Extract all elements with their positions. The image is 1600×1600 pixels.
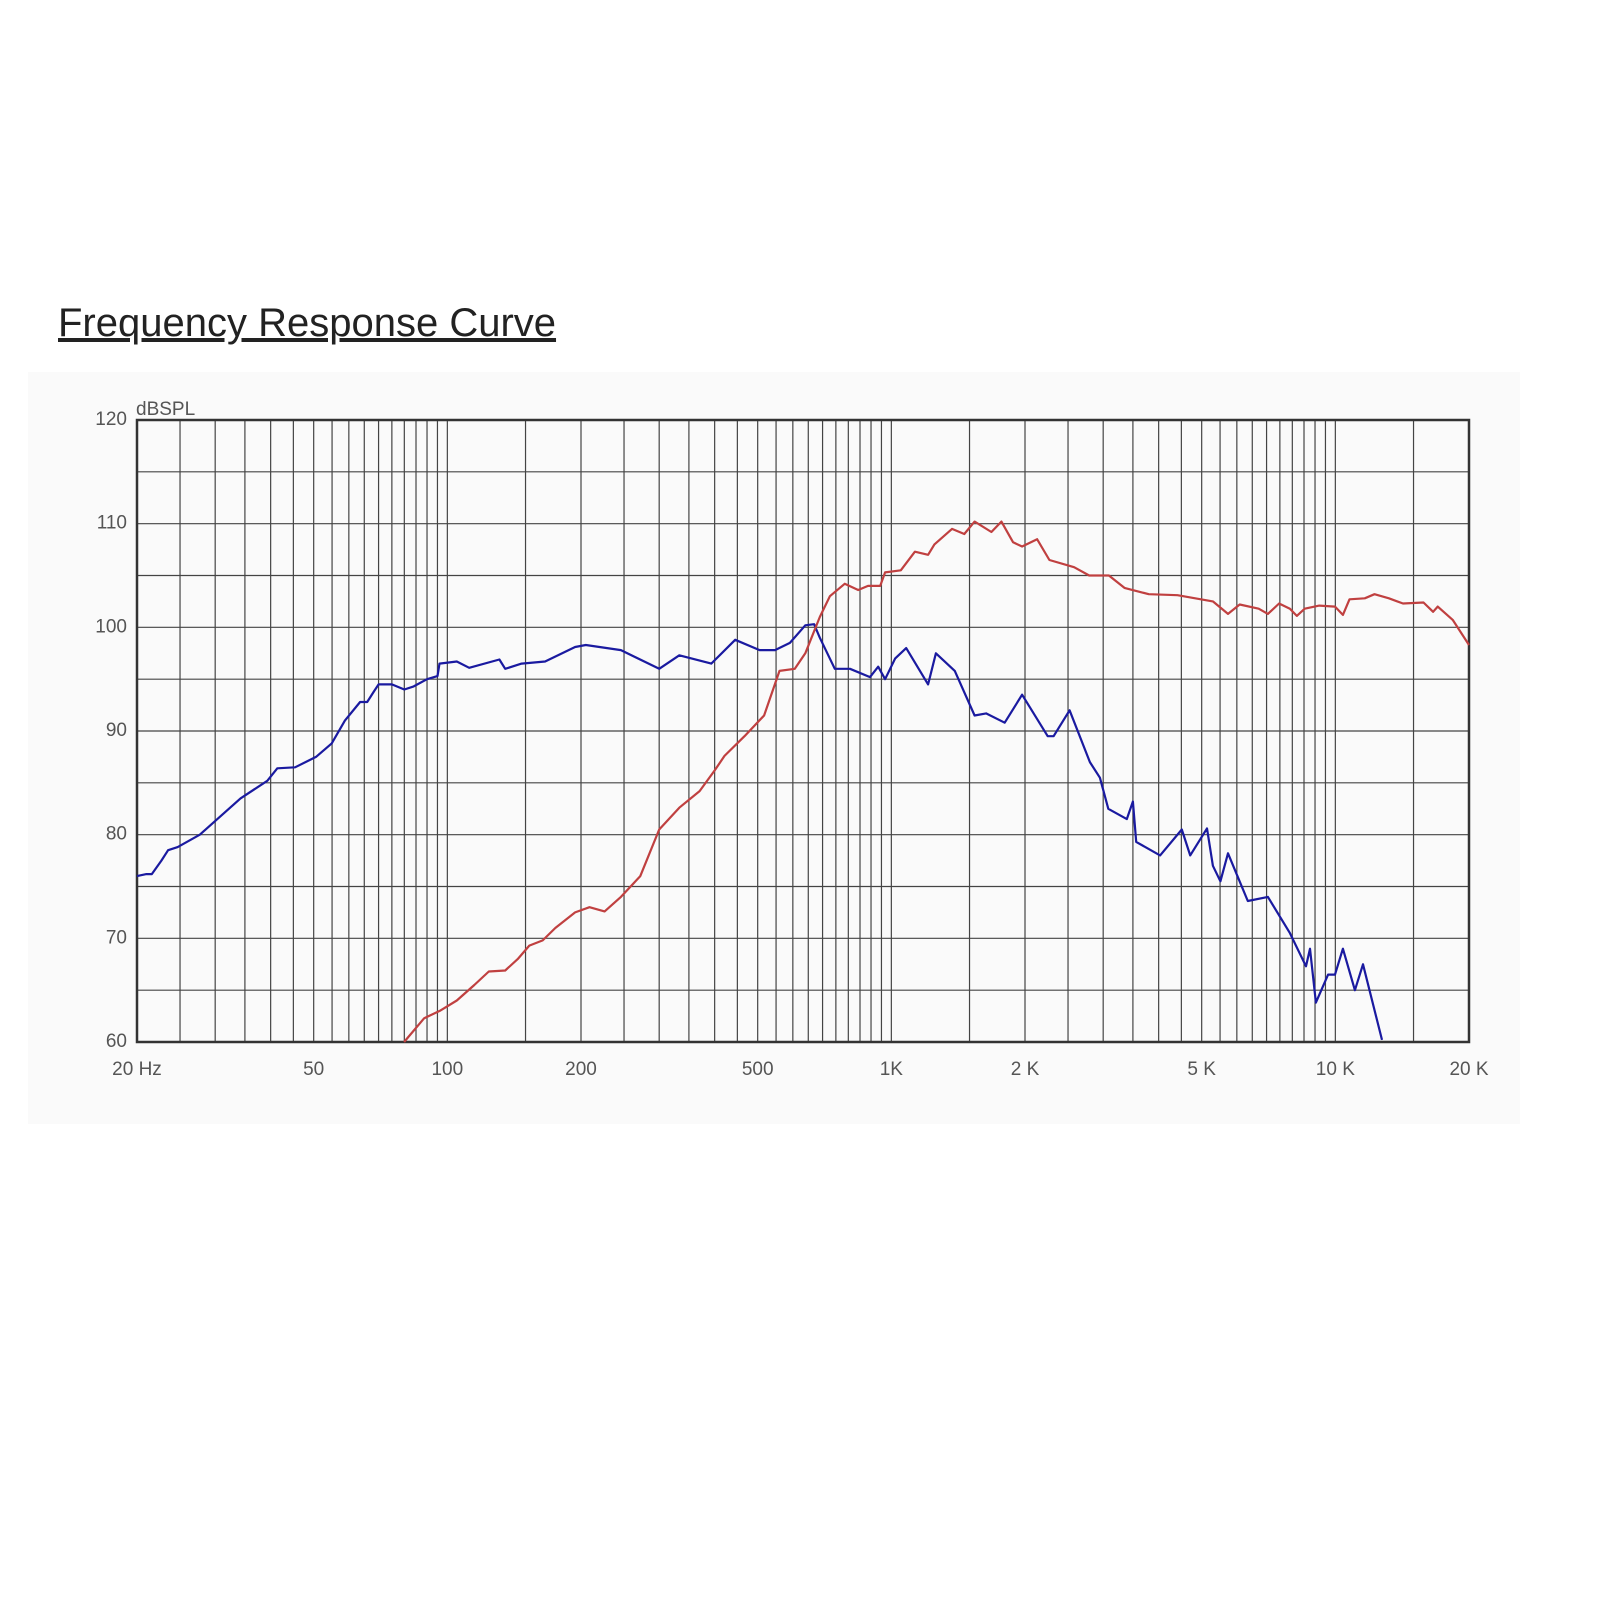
line-series <box>403 520 1470 1043</box>
y-tick-label: 90 <box>106 720 127 741</box>
line-series <box>136 623 1384 1041</box>
x-tick-label: 50 <box>303 1059 324 1080</box>
x-tick-label: 20 K <box>1449 1059 1488 1080</box>
chart-title: Frequency Response Curve <box>58 301 556 345</box>
y-tick-label: 120 <box>95 409 127 430</box>
chart-background <box>28 372 1520 1124</box>
y-tick-label: 110 <box>97 513 127 534</box>
x-tick-label: 5 K <box>1187 1059 1216 1080</box>
x-tick-label: 100 <box>431 1059 463 1080</box>
x-tick-label: 200 <box>565 1059 597 1080</box>
x-tick-label: 10 K <box>1316 1059 1355 1080</box>
plot-border <box>135 418 1471 1044</box>
y-tick-label: 60 <box>106 1031 127 1052</box>
x-tick-label: 500 <box>742 1059 774 1080</box>
x-tick-label: 1K <box>880 1059 904 1080</box>
x-tick-label: 2 K <box>1011 1059 1040 1080</box>
y-tick-label: 80 <box>106 824 127 845</box>
y-tick-label: 70 <box>106 927 127 948</box>
x-tick-label: 20 Hz <box>112 1059 162 1080</box>
y-tick-label: 100 <box>95 616 127 637</box>
y-axis-label: dBSPL <box>136 399 195 420</box>
